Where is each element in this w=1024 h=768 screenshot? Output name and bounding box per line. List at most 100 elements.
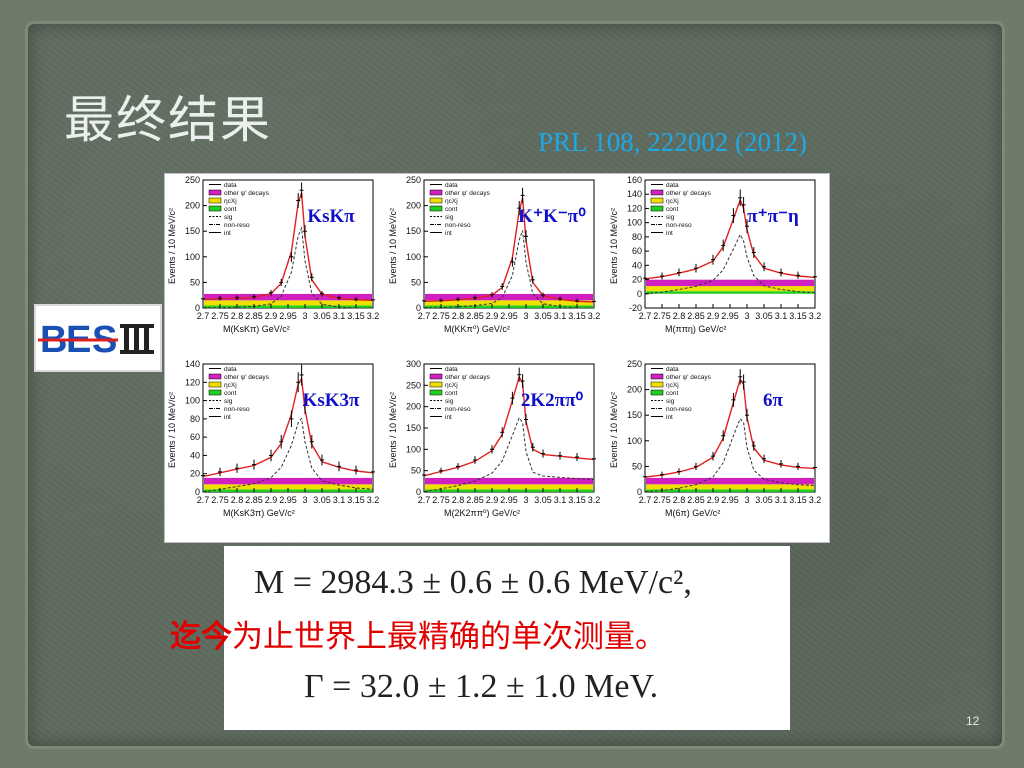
x-tick-label: 2.9	[486, 311, 499, 321]
etac-background	[425, 300, 593, 306]
legend-swatch	[650, 197, 664, 204]
legend-label: ηcXj	[445, 382, 458, 389]
y-tick-label: 250	[406, 380, 421, 390]
x-tick-label: 2.8	[452, 495, 465, 505]
legend-label: non-reso	[224, 222, 250, 229]
plot-6: 0 50 100 150 200 250 2.7 2.75 2.8 2.85 2.9 2.95 3 3.0…	[609, 359, 821, 518]
cont-background	[646, 291, 814, 294]
x-tick-label: 3.05	[755, 495, 773, 505]
x-tick-label: 2.9	[265, 495, 278, 505]
legend-label: non-reso	[224, 406, 250, 413]
y-tick-label: 100	[185, 252, 200, 262]
page-number: 12	[966, 714, 980, 728]
legend-label: int	[445, 414, 452, 421]
y-tick-label: 0	[637, 487, 642, 497]
legend-label: int	[445, 230, 452, 237]
legend-label: ηcXj	[224, 382, 237, 389]
legend-label: ηcXj	[445, 198, 458, 205]
other-psi-background	[646, 279, 814, 287]
legend-swatch	[429, 189, 443, 196]
legend-swatch	[429, 381, 443, 388]
x-tick-label: 2.75	[211, 311, 229, 321]
x-tick-label: 2.95	[721, 311, 739, 321]
legend-swatch	[208, 381, 222, 388]
x-tick-label: 2.95	[279, 311, 297, 321]
y-tick-label: 160	[627, 175, 642, 185]
x-tick-label: 3.2	[367, 311, 380, 321]
besiii-logo-graphic: B E S	[38, 319, 154, 361]
x-tick-label: 3	[523, 495, 528, 505]
x-axis-label: M(KsKπ) GeV/c²	[223, 324, 290, 334]
y-tick-label: 250	[627, 359, 642, 369]
x-tick-label: 2.75	[653, 495, 671, 505]
y-tick-label: 0	[416, 303, 421, 313]
y-tick-label: 60	[190, 432, 200, 442]
channel-label: K⁺K⁻π⁰	[518, 206, 586, 227]
legend-label: int	[224, 414, 231, 421]
legend-label: sig	[445, 398, 454, 405]
signal-curve	[423, 230, 594, 309]
slide-title: 最终结果	[64, 91, 272, 149]
x-tick-label: 3.15	[568, 495, 586, 505]
plot-frame	[423, 363, 595, 493]
y-tick-label: 50	[411, 466, 421, 476]
x-tick-label: 2.75	[432, 495, 450, 505]
result-formula-box: M = 2984.3 ± 0.6 ± 0.6 MeV/c², Γ = 32.0 …	[224, 546, 790, 730]
legend-swatch	[429, 389, 443, 396]
legend-label: non-reso	[666, 222, 692, 229]
x-tick-label: 3	[523, 311, 528, 321]
legend-label: other ψ' decays	[445, 374, 491, 381]
legend-label: ηcXj	[666, 382, 679, 389]
x-tick-label: 2.8	[452, 311, 465, 321]
y-tick-label: 20	[190, 469, 200, 479]
x-axis-label: M(ππη) GeV/c²	[665, 324, 726, 334]
etac-background	[646, 484, 814, 490]
y-tick-label: 120	[627, 203, 642, 213]
legend-swatch	[208, 189, 222, 196]
plot-4: 0 20 40 60 80 100 120 140 2.7 2.75 2.8 2.85 2.9 2.95 3…	[167, 359, 379, 518]
x-tick-label: 2.7	[418, 311, 431, 321]
legend-label: cont	[445, 390, 457, 397]
legend-label: cont	[224, 390, 236, 397]
x-tick-label: 2.7	[418, 495, 431, 505]
x-tick-label: 2.85	[687, 495, 705, 505]
x-tick-label: 3.15	[568, 311, 586, 321]
other-psi-background	[425, 293, 593, 301]
legend-label: other ψ' decays	[666, 374, 712, 381]
legend-label: sig	[445, 214, 454, 221]
mass-result: M = 2984.3 ± 0.6 ± 0.6 MeV/c²,	[254, 564, 692, 601]
signal-curve	[202, 417, 374, 493]
y-tick-label: 80	[190, 414, 200, 424]
y-tick-label: 0	[637, 289, 642, 299]
y-axis-label: Events / 10 MeV/c²	[388, 392, 398, 468]
x-tick-label: 2.8	[673, 311, 686, 321]
x-tick-label: 3	[302, 495, 307, 505]
comment-emphasis: 迄今	[170, 619, 232, 655]
legend-swatch	[208, 197, 222, 204]
legend-label: cont	[224, 206, 236, 213]
channel-label: KsKπ	[307, 206, 355, 227]
y-tick-label: 50	[190, 277, 200, 287]
channel-label: 6π	[763, 390, 784, 411]
etac-background	[204, 300, 372, 306]
y-tick-label: 50	[632, 461, 642, 471]
y-tick-label: 200	[185, 201, 200, 211]
y-tick-label: 100	[185, 396, 200, 406]
y-tick-label: -20	[629, 303, 642, 313]
y-tick-label: 150	[627, 410, 642, 420]
y-tick-label: 150	[406, 423, 421, 433]
legend-label: cont	[445, 206, 457, 213]
legend-swatch	[208, 389, 222, 396]
x-axis-label: M(KKπ⁰) GeV/c²	[444, 324, 510, 334]
legend-label: data	[666, 366, 679, 373]
y-axis-label: Events / 10 MeV/c²	[167, 392, 177, 468]
x-tick-label: 3.2	[809, 495, 822, 505]
x-tick-label: 2.75	[653, 311, 671, 321]
plot-frame	[202, 179, 374, 309]
y-tick-label: 200	[406, 402, 421, 412]
x-tick-label: 3	[302, 311, 307, 321]
y-axis-label: Events / 10 MeV/c²	[167, 208, 177, 284]
y-tick-label: 120	[185, 377, 200, 387]
legend-swatch	[650, 373, 664, 380]
